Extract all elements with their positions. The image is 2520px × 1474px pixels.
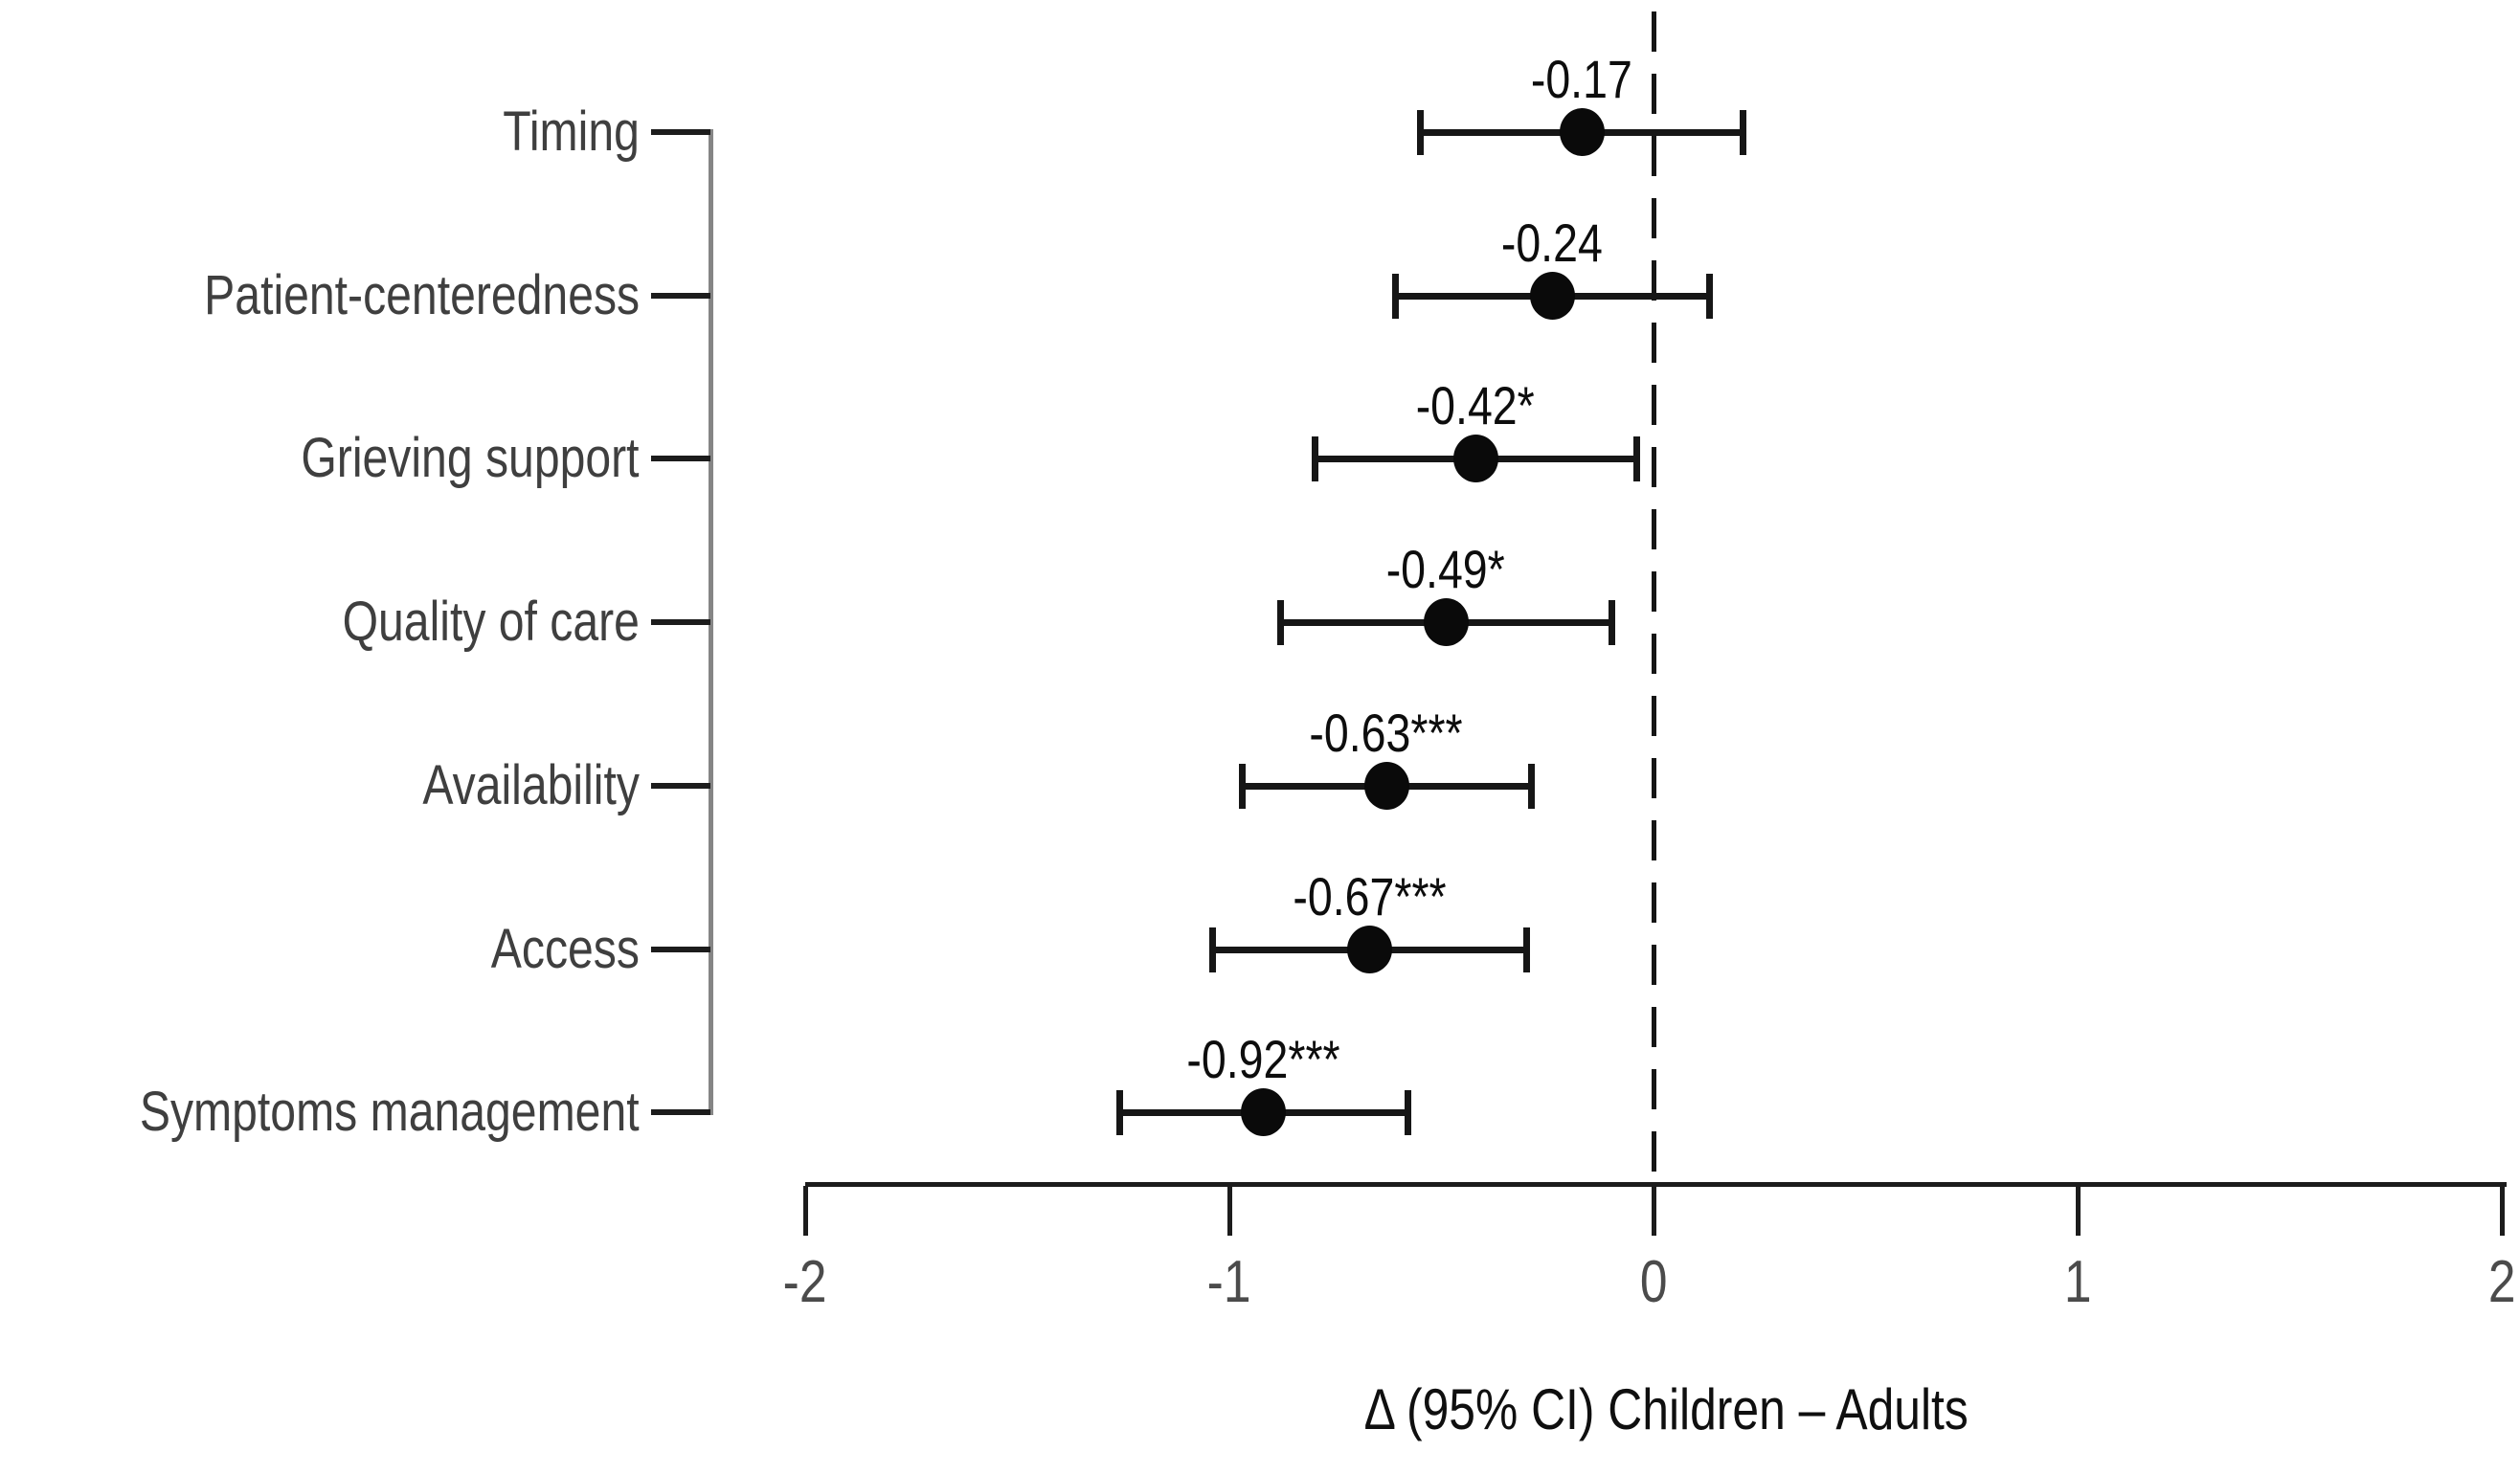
ci-cap-right [1527, 764, 1535, 809]
category-tick [651, 456, 710, 461]
category-label-text: Symptoms management [140, 1081, 640, 1143]
category-label: Symptoms management [0, 1079, 640, 1146]
estimate-dot [1241, 1088, 1287, 1136]
ci-cap-right [1523, 927, 1531, 972]
x-axis-tick-label-text: 2 [2487, 1249, 2516, 1315]
estimate-value-label-text: -0.17 [1530, 49, 1632, 109]
x-axis-tick-label: 2 [2387, 1246, 2520, 1319]
zero-reference-line [1652, 11, 1656, 1184]
estimate-value-label-text: -0.49* [1385, 539, 1505, 599]
category-label-text: Patient-centeredness [204, 264, 640, 326]
category-label-text: Grieving support [301, 427, 640, 489]
estimate-value-label: -0.42* [1140, 374, 1811, 437]
category-label: Patient-centeredness [0, 262, 640, 329]
ci-cap-left [1239, 764, 1247, 809]
x-axis-tick [803, 1186, 808, 1236]
estimate-dot [1559, 108, 1605, 156]
x-axis-tick-label-text: -1 [1207, 1249, 1251, 1315]
estimate-value-label: -0.49* [1111, 538, 1781, 601]
category-label-text: Availability [422, 754, 640, 816]
category-spine [709, 129, 713, 1115]
estimate-dot [1423, 598, 1469, 646]
x-axis-tick-label: -2 [690, 1246, 920, 1319]
estimate-value-label: -0.67*** [1034, 865, 1704, 928]
x-axis-title: Δ (95% CI) Children – Adults [996, 1375, 2336, 1444]
x-axis-tick [2076, 1186, 2081, 1236]
x-axis-tick-label: 0 [1539, 1246, 1768, 1319]
ci-cap-right [1633, 436, 1641, 481]
estimate-dot [1452, 435, 1498, 482]
category-tick [651, 129, 710, 135]
category-tick [651, 947, 710, 952]
category-label: Access [0, 916, 640, 983]
category-label: Grieving support [0, 425, 640, 492]
estimate-value-label: -0.17 [1247, 48, 1917, 111]
ci-cap-right [1740, 110, 1747, 155]
category-tick [651, 293, 710, 299]
estimate-dot [1363, 762, 1409, 810]
x-axis-tick-label: -1 [1114, 1246, 1344, 1319]
estimate-value-label-text: -0.42* [1415, 375, 1535, 436]
ci-cap-right [1608, 600, 1615, 645]
estimate-value-label-text: -0.92*** [1186, 1029, 1340, 1089]
x-axis-tick-label: 1 [1963, 1246, 2193, 1319]
category-label: Quality of care [0, 589, 640, 656]
category-label-text: Quality of care [342, 591, 640, 653]
category-tick [651, 619, 710, 625]
category-label-text: Timing [503, 100, 640, 163]
category-tick [651, 783, 710, 789]
ci-cap-left [1277, 600, 1285, 645]
category-label: Availability [0, 752, 640, 819]
category-label: Timing [0, 99, 640, 166]
x-axis-tick [2500, 1186, 2505, 1236]
estimate-dot [1347, 926, 1393, 973]
estimate-value-label-text: -0.24 [1500, 212, 1603, 273]
estimate-value-label: -0.92*** [928, 1028, 1598, 1091]
category-label-text: Access [490, 918, 640, 980]
ci-cap-left [1115, 1090, 1123, 1135]
x-axis-tick-label-text: 1 [2063, 1249, 2092, 1315]
ci-cap-left [1311, 436, 1318, 481]
estimate-value-label: -0.24 [1217, 212, 1887, 275]
estimate-value-label-text: -0.67*** [1293, 866, 1447, 927]
estimate-value-label-text: -0.63*** [1309, 703, 1464, 763]
category-tick [651, 1109, 710, 1115]
estimate-value-label: -0.63*** [1051, 702, 1721, 765]
x-axis-tick-label-text: 0 [1639, 1249, 1668, 1315]
x-axis-tick [1227, 1186, 1232, 1236]
ci-cap-right [1705, 274, 1713, 319]
x-axis-tick [1652, 1186, 1656, 1236]
ci-cap-left [1391, 274, 1399, 319]
ci-cap-right [1405, 1090, 1412, 1135]
ci-cap-left [1417, 110, 1425, 155]
ci-cap-left [1209, 927, 1217, 972]
x-axis-tick-label-text: -2 [783, 1249, 827, 1315]
estimate-dot [1529, 272, 1575, 320]
x-axis-line [805, 1182, 2507, 1187]
x-axis-title-text: Δ (95% CI) Children – Adults [1363, 1377, 1969, 1441]
